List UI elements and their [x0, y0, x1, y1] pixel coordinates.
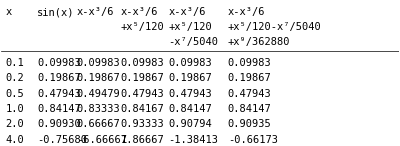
Text: 0.5: 0.5: [5, 89, 24, 99]
Text: 0.09983: 0.09983: [37, 58, 81, 68]
Text: 0.19867: 0.19867: [77, 73, 121, 84]
Text: x-x³/6: x-x³/6: [168, 7, 206, 17]
Text: 0.66667: 0.66667: [77, 119, 121, 130]
Text: x-x³/6: x-x³/6: [228, 7, 265, 17]
Text: 0.19867: 0.19867: [37, 73, 81, 84]
Text: 0.93333: 0.93333: [120, 119, 164, 130]
Text: sin(x): sin(x): [37, 7, 75, 17]
Text: +x⁵/120: +x⁵/120: [168, 22, 212, 32]
Text: 0.84147: 0.84147: [37, 104, 81, 114]
Text: 0.2: 0.2: [5, 73, 24, 84]
Text: 0.09983: 0.09983: [228, 58, 272, 68]
Text: +x⁵/120-x⁷/5040: +x⁵/120-x⁷/5040: [228, 22, 322, 32]
Text: x: x: [5, 7, 12, 17]
Text: -6.66667: -6.66667: [77, 135, 127, 145]
Text: x-x³/6: x-x³/6: [120, 7, 158, 17]
Text: 0.47943: 0.47943: [120, 89, 164, 99]
Text: -0.75680: -0.75680: [37, 135, 87, 145]
Text: 1.86667: 1.86667: [120, 135, 164, 145]
Text: 0.19867: 0.19867: [120, 73, 164, 84]
Text: 1.0: 1.0: [5, 104, 24, 114]
Text: x-x³/6: x-x³/6: [77, 7, 114, 17]
Text: 2.0: 2.0: [5, 119, 24, 130]
Text: +x⁵/120: +x⁵/120: [120, 22, 164, 32]
Text: 0.83333: 0.83333: [77, 104, 121, 114]
Text: 0.90794: 0.90794: [168, 119, 212, 130]
Text: -0.66173: -0.66173: [228, 135, 278, 145]
Text: 0.84167: 0.84167: [120, 104, 164, 114]
Text: 0.19867: 0.19867: [168, 73, 212, 84]
Text: -x⁷/5040: -x⁷/5040: [168, 37, 218, 47]
Text: 0.90930: 0.90930: [37, 119, 81, 130]
Text: 0.47943: 0.47943: [168, 89, 212, 99]
Text: 0.47943: 0.47943: [37, 89, 81, 99]
Text: 0.90935: 0.90935: [228, 119, 272, 130]
Text: 0.1: 0.1: [5, 58, 24, 68]
Text: 0.47943: 0.47943: [228, 89, 272, 99]
Text: 0.19867: 0.19867: [228, 73, 272, 84]
Text: 0.09983: 0.09983: [77, 58, 121, 68]
Text: 0.49479: 0.49479: [77, 89, 121, 99]
Text: 0.84147: 0.84147: [168, 104, 212, 114]
Text: 0.09983: 0.09983: [120, 58, 164, 68]
Text: 0.84147: 0.84147: [228, 104, 272, 114]
Text: 4.0: 4.0: [5, 135, 24, 145]
Text: +x⁹/362880: +x⁹/362880: [228, 37, 290, 47]
Text: -1.38413: -1.38413: [168, 135, 218, 145]
Text: 0.09983: 0.09983: [168, 58, 212, 68]
